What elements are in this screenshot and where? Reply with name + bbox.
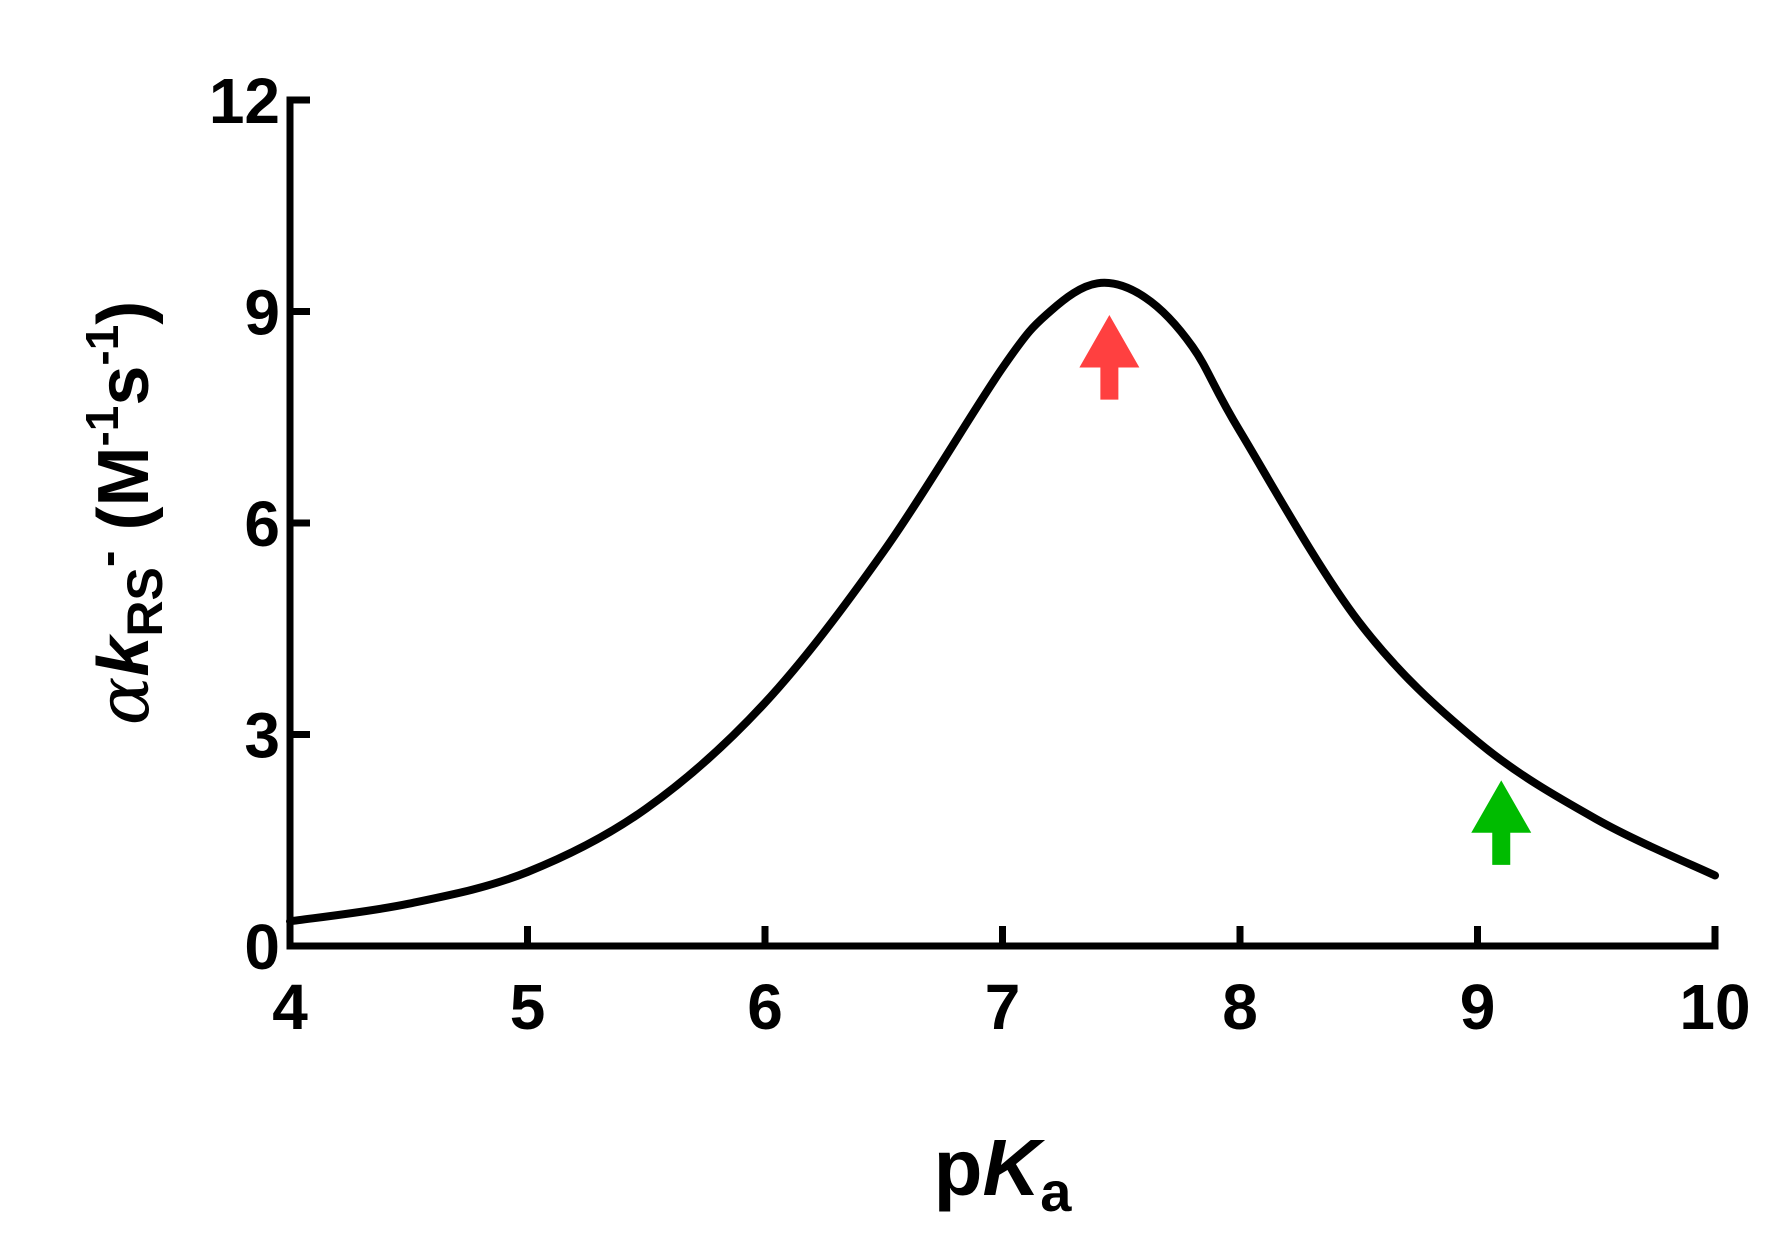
y-tick-label: 12 xyxy=(209,65,280,137)
x-title-italic: K xyxy=(982,1123,1045,1212)
series-layer xyxy=(286,278,1719,926)
y-tick-label: 3 xyxy=(244,700,280,772)
y-title-units-close: ) xyxy=(84,301,164,325)
y-axis-title: αkRS- (M-1s-1) xyxy=(76,301,173,726)
y-title-k-sub: RS xyxy=(117,567,173,636)
y-title-exp2: -1 xyxy=(76,325,128,366)
x-title-sub: a xyxy=(1040,1160,1072,1223)
x-tick-label: 10 xyxy=(1679,971,1750,1043)
x-tick-label: 7 xyxy=(985,971,1021,1043)
x-tick-label: 4 xyxy=(272,971,308,1043)
y-title-k: k xyxy=(84,633,164,677)
green-arrow xyxy=(1471,780,1532,865)
x-tick-label: 5 xyxy=(510,971,546,1043)
y-title-charge: - xyxy=(79,551,135,568)
x-tick-label: 6 xyxy=(747,971,783,1043)
y-tick-label: 9 xyxy=(244,277,280,349)
y-title-units-open: (M xyxy=(84,447,164,551)
series-line xyxy=(286,278,1719,926)
x-tick-label: 9 xyxy=(1460,971,1496,1043)
x-tick-label: 8 xyxy=(1222,971,1258,1043)
y-tick-label: 6 xyxy=(244,488,280,560)
x-title-prefix: p xyxy=(934,1123,983,1212)
y-title-exp1: -1 xyxy=(76,406,128,447)
red-arrow xyxy=(1079,315,1140,400)
y-title-alpha: α xyxy=(81,677,165,726)
y-tick-label: 0 xyxy=(244,911,280,983)
x-axis-title: pKa xyxy=(934,1123,1073,1223)
ticks: 4 5 6 7 8 9 10 0 3 6 9 12 xyxy=(209,65,1751,1043)
markers-layer xyxy=(1079,315,1532,865)
y-title-s: s xyxy=(84,366,164,406)
